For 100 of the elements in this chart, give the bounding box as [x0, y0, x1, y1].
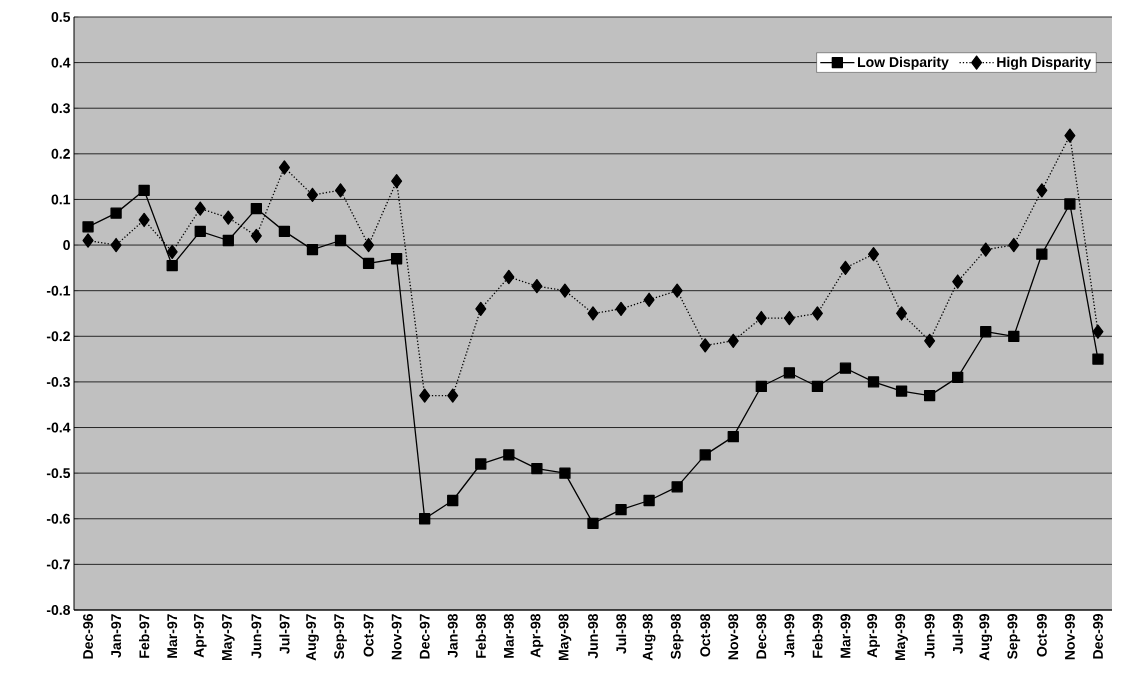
point: [1036, 248, 1048, 260]
x-tick-label: Jan-99: [784, 614, 795, 658]
x-tick-label: Oct-97: [363, 614, 374, 657]
point: [896, 306, 908, 321]
x-tick-label: Sep-99: [1007, 614, 1021, 660]
x-tick-label: Mar-98: [503, 613, 514, 658]
point: [334, 183, 347, 198]
point: [727, 333, 739, 348]
point: [783, 367, 796, 379]
x-tick-label: Jul-97: [279, 614, 290, 654]
point: [503, 269, 515, 285]
point: [699, 449, 711, 461]
point: [1064, 128, 1076, 143]
y-tick-label: 0.1: [51, 194, 71, 205]
point: [643, 292, 655, 307]
x-tick-label: Feb-97: [139, 614, 150, 658]
point: [559, 283, 571, 298]
y-tick-label: -0.2: [46, 331, 70, 342]
x-tick-label: Jun-98: [588, 613, 598, 659]
point: [671, 283, 683, 298]
x-tick-label: Oct-99: [1036, 614, 1047, 657]
point: [643, 494, 655, 507]
point: [980, 326, 992, 338]
x-tick-label: Aug-98: [642, 613, 656, 661]
x-tick-label: May-99: [895, 614, 908, 661]
x-tick-label: Nov-98: [728, 613, 739, 660]
point: [531, 278, 543, 294]
point: [671, 481, 683, 493]
point: [250, 228, 262, 244]
y-tick-label: 0.2: [51, 148, 70, 159]
x-tick-label: Nov-99: [1064, 614, 1075, 660]
point: [362, 257, 375, 269]
point: [306, 187, 318, 203]
point: [82, 233, 94, 248]
point: [138, 184, 150, 196]
x-tick-label: Feb-99: [812, 614, 823, 658]
point: [839, 260, 851, 276]
x-tick-label: Jul-99: [952, 614, 963, 654]
point: [250, 202, 262, 215]
point: [559, 467, 571, 479]
point: [1092, 324, 1104, 339]
point: [475, 458, 487, 470]
point: [587, 306, 599, 321]
x-tick-label: Aug-99: [979, 614, 993, 661]
point: [1064, 198, 1076, 210]
x-tick-label: Feb-98: [475, 613, 486, 658]
point: [952, 274, 964, 289]
y-tick-label: -0.6: [46, 513, 70, 524]
point: [839, 362, 852, 374]
x-tick-label: Jan-98: [447, 613, 458, 658]
x-tick-label: Apr-98: [530, 613, 544, 658]
point: [110, 207, 122, 219]
x-tick-label: Jan-97: [111, 614, 122, 658]
legend-label: High Disparity: [997, 56, 1092, 70]
point: [811, 306, 823, 321]
x-tick-label: Mar-97: [167, 614, 178, 658]
point: [419, 513, 431, 525]
y-tick-label: 0: [63, 240, 70, 251]
point: [952, 371, 964, 383]
point: [1036, 183, 1048, 198]
point: [278, 225, 291, 238]
point: [531, 462, 543, 475]
point: [868, 247, 880, 262]
y-tick-label: 0.5: [51, 12, 71, 22]
point: [447, 388, 459, 403]
point: [783, 310, 795, 326]
point: [924, 333, 936, 348]
y-tick-label: -0.7: [46, 559, 70, 570]
point: [727, 431, 739, 443]
y-tick-label: -0.4: [46, 422, 71, 433]
point: [419, 388, 431, 403]
x-tick-label: Apr-99: [867, 614, 880, 658]
point: [755, 380, 767, 393]
point: [166, 244, 178, 260]
y-tick-label: -0.1: [46, 285, 71, 296]
point: [615, 503, 627, 516]
y-tick-label: -0.8: [46, 605, 71, 615]
x-tick-label: Dec-96: [83, 614, 93, 659]
point: [82, 221, 94, 233]
point: [363, 237, 375, 253]
point: [503, 449, 515, 461]
x-tick-label: Dec-97: [419, 614, 430, 659]
point: [615, 301, 627, 317]
point: [1008, 330, 1020, 342]
y-tick-label: -0.5: [46, 468, 71, 479]
x-tick-label: Oct-98: [700, 613, 711, 657]
x-tick-label: Sep-98: [670, 613, 684, 660]
x-tick-label: Nov-97: [391, 614, 402, 660]
x-tick-label: Mar-99: [840, 614, 851, 658]
point: [194, 225, 206, 238]
point: [980, 242, 992, 257]
point: [110, 237, 122, 253]
point: [390, 253, 403, 265]
point: [755, 310, 767, 326]
y-tick-label: 0.3: [51, 103, 70, 114]
point: [166, 259, 178, 272]
point: [391, 174, 403, 189]
point: [447, 494, 459, 507]
x-tick-label: Jun-99: [924, 614, 935, 659]
x-tick-label: Jun-97: [251, 614, 262, 659]
